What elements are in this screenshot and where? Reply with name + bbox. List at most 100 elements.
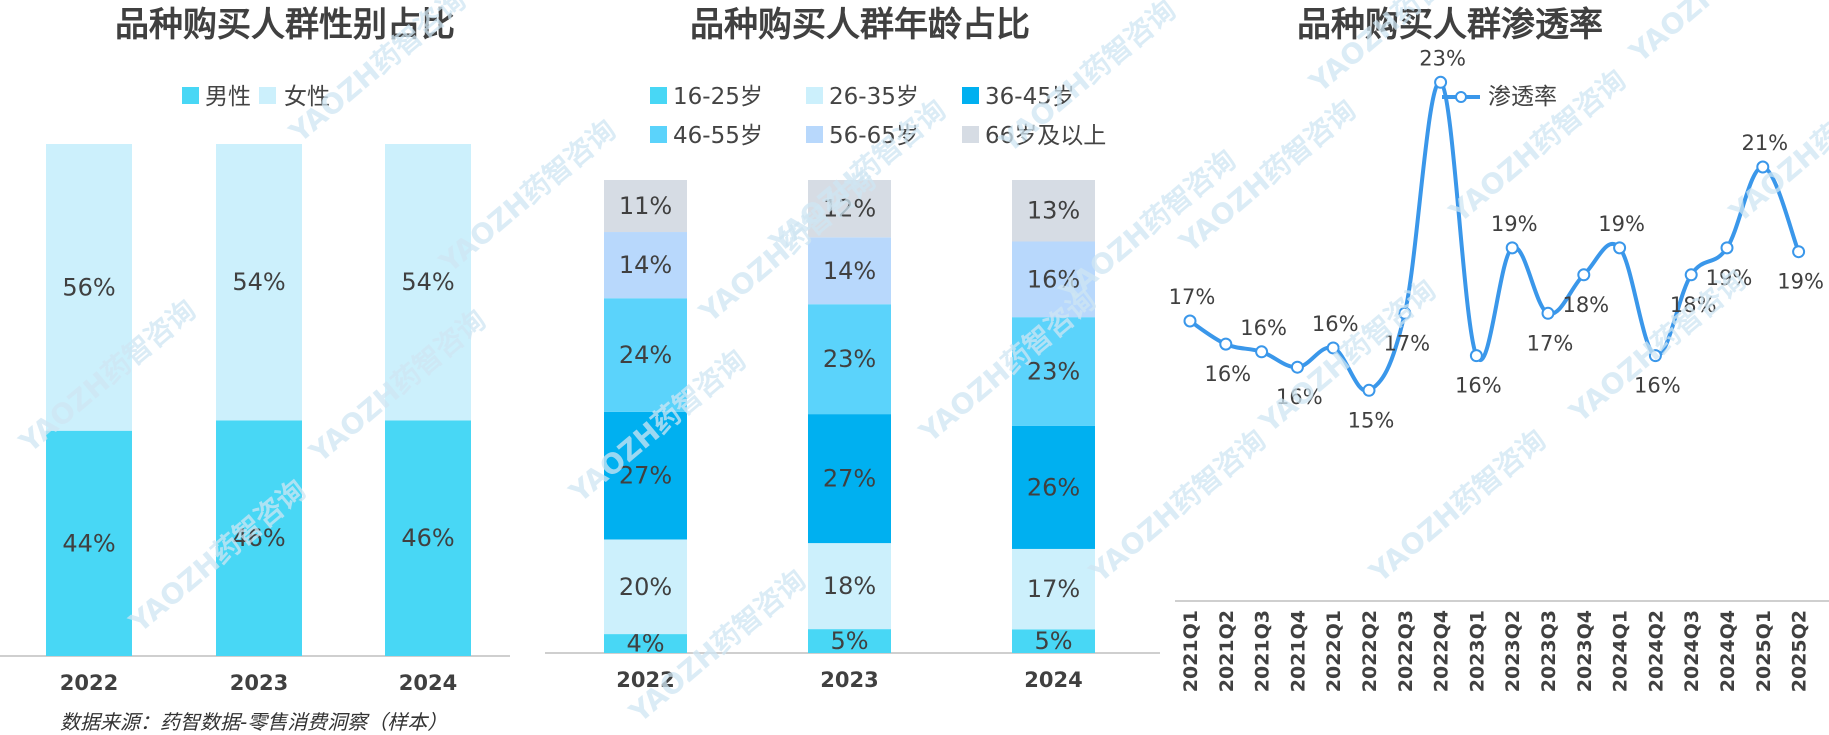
quarter-label: 2022Q2 xyxy=(1359,610,1381,692)
age-year-label: 2024 xyxy=(1024,668,1082,692)
age-year-label: 2022 xyxy=(616,668,674,692)
age-bars: 4% 20% 27% 24% 14% 11% 2022 5% 18% 27% 23% 14% 12% 20… xyxy=(604,180,1095,692)
legend-label-male: 男性 xyxy=(205,84,251,110)
penetration-point xyxy=(1792,245,1806,259)
penetration-value-label: 17% xyxy=(1169,285,1216,309)
penetration-chart-title: 品种购买人群渗透率 xyxy=(1297,5,1603,45)
age-segment-label: 14% xyxy=(619,251,672,279)
legend-label-penetration: 渗透率 xyxy=(1488,84,1557,110)
gender-bar-segment xyxy=(216,144,302,421)
age-segment-label: 27% xyxy=(619,462,672,490)
legend-swatch-male xyxy=(182,87,199,104)
age-segment-label: 23% xyxy=(823,345,876,373)
age-segment-label: 24% xyxy=(619,341,672,369)
age-segment-label: 26% xyxy=(1027,473,1080,501)
legend-label-36-45: 36-45岁 xyxy=(985,84,1075,110)
penetration-point xyxy=(1756,160,1770,174)
age-segment-label: 23% xyxy=(1027,358,1080,386)
legend-label-46-55: 46-55岁 xyxy=(673,123,763,149)
age-segment-label: 18% xyxy=(823,572,876,600)
gender-year-label: 2022 xyxy=(60,671,118,695)
legend-swatch-36-45 xyxy=(962,87,979,104)
penetration-line-chart: 17% 2021Q1 16% 2021Q2 16% 2021Q3 16% 2021Q4 16% 2… xyxy=(1169,46,1824,692)
age-segment-label: 17% xyxy=(1027,575,1080,603)
age-segment-label: 5% xyxy=(1034,627,1072,655)
gender-segment-label: 44% xyxy=(62,529,115,557)
penetration-point xyxy=(1648,349,1662,363)
penetration-point xyxy=(1434,75,1448,89)
penetration-value-label: 17% xyxy=(1527,331,1574,355)
age-segment-label: 4% xyxy=(626,630,664,658)
penetration-line xyxy=(1188,80,1801,393)
gender-year-label: 2024 xyxy=(399,671,457,695)
quarter-label: 2021Q2 xyxy=(1216,610,1238,692)
quarter-label: 2023Q4 xyxy=(1574,610,1596,692)
data-source-note: 数据来源：药智数据-零售消费洞察（样本） xyxy=(60,710,448,734)
age-bar-segment xyxy=(808,543,891,630)
gender-year-label: 2023 xyxy=(230,671,288,695)
age-segment-label: 27% xyxy=(823,465,876,493)
legend-swatch-16-25 xyxy=(650,87,667,104)
age-bar-segment xyxy=(808,629,891,653)
penetration-value-label: 16% xyxy=(1634,374,1681,398)
penetration-point xyxy=(1541,306,1555,320)
gender-bar-segment xyxy=(385,420,471,656)
age-segment-label: 14% xyxy=(823,257,876,285)
age-bar-segment xyxy=(1012,629,1095,653)
age-segment-label: 12% xyxy=(823,195,876,223)
legend-swatch-26-35 xyxy=(806,87,823,104)
age-segment-label: 11% xyxy=(619,192,672,220)
penetration-value-label: 18% xyxy=(1670,293,1717,317)
quarter-label: 2023Q1 xyxy=(1466,610,1488,692)
penetration-point xyxy=(1326,341,1340,355)
penetration-value-label: 17% xyxy=(1383,331,1430,355)
gender-bar-segment xyxy=(46,430,132,656)
age-chart-title: 品种购买人群年龄占比 xyxy=(690,5,1030,45)
quarter-label: 2025Q1 xyxy=(1753,610,1775,692)
penetration-point xyxy=(1255,345,1269,359)
penetration-point xyxy=(1720,241,1734,255)
age-bar-segment xyxy=(808,237,891,305)
legend-swatch-56-65 xyxy=(806,126,823,143)
gender-segment-label: 54% xyxy=(401,268,454,296)
penetration-point xyxy=(1613,241,1627,255)
age-bar-segment xyxy=(808,414,891,544)
penetration-value-label: 23% xyxy=(1419,46,1466,70)
age-bar-segment xyxy=(604,232,687,299)
penetration-point xyxy=(1577,268,1591,282)
penetration-value-label: 19% xyxy=(1777,270,1824,294)
penetration-point xyxy=(1362,383,1376,397)
quarter-label: 2024Q3 xyxy=(1681,610,1703,692)
age-bar-segment xyxy=(808,180,891,238)
age-year-label: 2023 xyxy=(820,668,878,692)
quarter-label: 2022Q1 xyxy=(1323,610,1345,692)
legend-swatch-female xyxy=(259,87,276,104)
gender-legend: 男性 女性 xyxy=(182,84,330,110)
penetration-value-label: 16% xyxy=(1276,385,1323,409)
legend-label-26-35: 26-35岁 xyxy=(829,84,919,110)
quarter-label: 2025Q2 xyxy=(1789,610,1811,692)
age-bar-segment xyxy=(1012,425,1095,549)
quarter-label: 2023Q2 xyxy=(1502,610,1524,692)
gender-segment-label: 46% xyxy=(401,524,454,552)
penetration-value-label: 19% xyxy=(1706,266,1753,290)
penetration-point xyxy=(1398,306,1412,320)
penetration-value-label: 21% xyxy=(1741,131,1788,155)
quarter-label: 2021Q3 xyxy=(1252,610,1274,692)
age-bar-segment xyxy=(1012,180,1095,242)
penetration-value-label: 19% xyxy=(1598,212,1645,236)
age-legend: 16-25岁 26-35岁 36-45岁 46-55岁 56-65岁 66岁及以… xyxy=(650,84,1106,149)
quarter-label: 2024Q2 xyxy=(1645,610,1667,692)
legend-label-66plus: 66岁及以上 xyxy=(985,123,1106,149)
penetration-point xyxy=(1290,360,1304,374)
age-bar-segment xyxy=(604,411,687,540)
penetration-value-label: 16% xyxy=(1312,312,1359,336)
gender-segment-label: 54% xyxy=(232,268,285,296)
age-bar-segment xyxy=(604,634,687,653)
gender-chart-title: 品种购买人群性别占比 xyxy=(115,5,455,45)
age-segment-label: 20% xyxy=(619,573,672,601)
legend-line-marker xyxy=(1455,91,1467,103)
age-bar-segment xyxy=(604,539,687,635)
gender-bar-segment xyxy=(216,420,302,656)
legend-label-56-65: 56-65岁 xyxy=(829,123,919,149)
